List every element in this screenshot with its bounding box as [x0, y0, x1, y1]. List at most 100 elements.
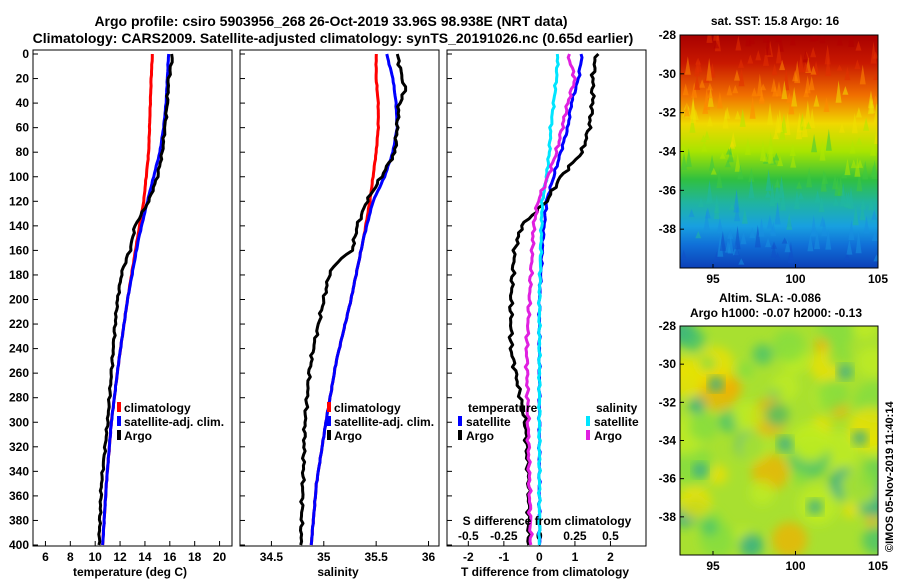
temperature-x-ticks: 6 8 10 12 14 16 18 20: [33, 53, 227, 564]
series-line: [536, 53, 560, 546]
salinity-legend: climatology satellite-adj. clim. Argo: [327, 401, 434, 443]
map-y-tick-label: -28: [659, 28, 677, 42]
sla-blob: [739, 533, 764, 555]
sst-streak: [733, 246, 740, 257]
sla-blob: [842, 503, 858, 519]
depth-tick-label: 340: [9, 464, 29, 478]
legend-swatch-climatology: [117, 402, 121, 412]
sst-streak: [732, 84, 739, 94]
sst-streak: [873, 100, 878, 123]
depth-tick-label: 140: [9, 219, 29, 233]
depth-tick-label: 240: [9, 342, 29, 356]
x-tick-label: 1: [572, 550, 579, 564]
sst-streak: [871, 160, 878, 179]
sla-blob: [681, 327, 706, 352]
sst-streak: [781, 80, 788, 100]
x-tick-label: 12: [113, 550, 127, 564]
sst-streak: [872, 95, 878, 105]
sst-streak: [780, 190, 787, 211]
sst-streak: [869, 142, 876, 156]
sst-streak: [832, 173, 839, 190]
sst-streak: [832, 197, 839, 206]
sst-streak: [709, 154, 716, 171]
sla-eddy: [708, 376, 724, 392]
sla-blob: [680, 485, 712, 519]
x-tick-label: 2: [607, 550, 614, 564]
sst-streak: [844, 66, 851, 81]
sst-streak: [681, 152, 688, 170]
sla-eddy: [837, 364, 853, 380]
legend-label-climatology: climatology: [124, 401, 191, 415]
legend-label-t-satellite: satellite: [466, 415, 511, 429]
depth-tick-label: 220: [9, 317, 29, 331]
depth-tick-label: 280: [9, 391, 29, 405]
temperature-legend: climatology satellite-adj. clim. Argo: [117, 401, 224, 443]
legend-swatch-s-argo: [586, 430, 590, 440]
sst-streak: [716, 168, 723, 188]
sst-streak: [728, 203, 735, 210]
sst-streak: [859, 64, 866, 85]
map-x-tick-label: 100: [785, 272, 805, 286]
map-y-tick-label: -34: [659, 145, 677, 159]
sst-streak: [706, 115, 713, 127]
sst-streak: [846, 239, 853, 255]
sst-streak: [765, 169, 772, 191]
series-line: [97, 53, 174, 546]
sst-streak: [716, 217, 723, 233]
sst-streak: [682, 83, 689, 96]
sst-streak: [733, 69, 740, 81]
difference-series: [507, 52, 600, 546]
sst-streak: [810, 228, 817, 237]
sst-streak: [707, 90, 714, 99]
depth-tick-label: 400: [9, 538, 29, 552]
sst-streak: [747, 54, 754, 64]
x-tick-label: 6: [42, 550, 49, 564]
sst-streak: [716, 91, 723, 109]
sst-streak: [825, 55, 832, 77]
sla-blob: [752, 343, 774, 365]
sst-streak: [819, 216, 826, 227]
legend-swatch-argo: [327, 430, 331, 440]
sst-streak: [794, 60, 801, 84]
sst-streak: [758, 218, 765, 237]
sst-streak: [802, 50, 809, 63]
sst-map-texture: [680, 35, 878, 265]
sst-streak: [788, 94, 795, 115]
legend-swatch-t-satellite: [458, 416, 462, 426]
sst-streak: [811, 134, 818, 153]
sst-streak: [719, 152, 726, 159]
sla-blob: [739, 431, 771, 464]
sst-streak: [769, 183, 776, 207]
x-tick-label: -1: [499, 550, 510, 564]
salinity-difference-ticks: -0.5 -0.25 0 0.25 0.5: [458, 529, 619, 543]
sst-streak: [725, 148, 732, 155]
sst-streak: [765, 237, 772, 248]
sst-streak: [810, 65, 817, 75]
sst-streak: [690, 95, 697, 120]
sst-streak: [856, 137, 863, 145]
sst-streak: [810, 214, 817, 236]
sst-streak: [703, 130, 710, 140]
sla-blob: [795, 425, 828, 458]
sst-streak: [762, 48, 769, 66]
sst-streak: [874, 122, 878, 144]
sst-streak: [821, 218, 828, 237]
sst-streak: [855, 40, 862, 51]
sst-streak: [777, 155, 784, 167]
sla-map-title-line2: Argo h1000: -0.07 h2000: -0.13: [690, 306, 862, 320]
sst-streak: [770, 78, 777, 92]
sst-streak: [754, 224, 761, 248]
legend-swatch-satellite-adj: [327, 416, 331, 426]
sla-blob: [732, 400, 764, 432]
sst-streak: [781, 237, 788, 244]
sst-streak: [838, 122, 845, 133]
sst-streak: [700, 134, 707, 143]
sst-streak: [775, 35, 782, 43]
sst-streak: [713, 251, 720, 262]
sst-streak: [755, 50, 762, 61]
sst-streak: [871, 209, 878, 220]
s-tick-label: -0.25: [490, 529, 518, 543]
sst-streak: [727, 228, 734, 239]
sst-streak: [823, 97, 830, 112]
temperature-panel: 0 20 40 60 80 100 120 140 160 180 200 220 240 260 280 3…: [9, 47, 233, 579]
